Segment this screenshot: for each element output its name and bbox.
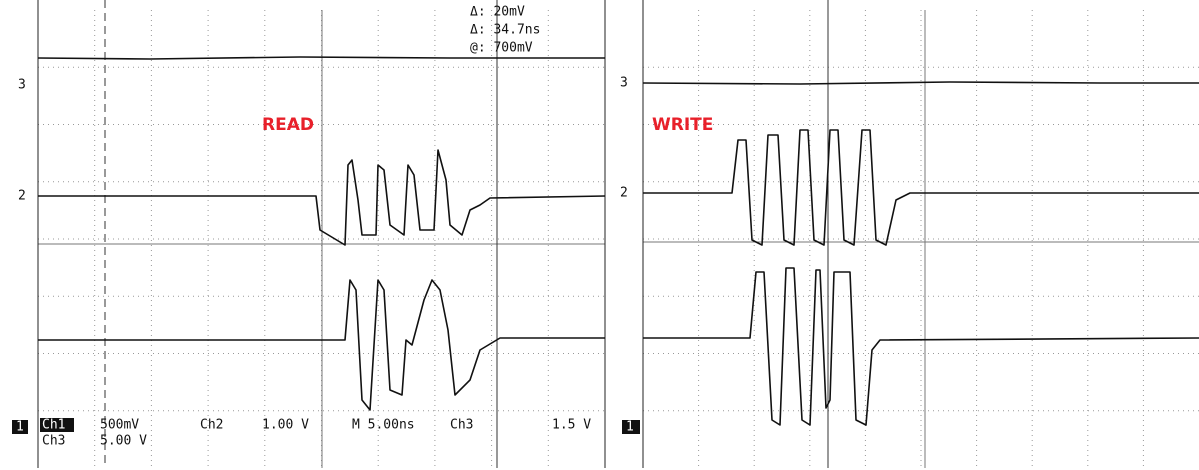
channel-marker: 1 [626, 420, 634, 435]
waveform-ch3 [643, 82, 1199, 84]
status-text: Ch3 [450, 418, 473, 433]
screenshot: Δ: 20mV Δ: 34.7ns @: 700mV READ 3 2 1 Ch… [0, 0, 1199, 470]
status-text: M 5.00ns [352, 418, 415, 433]
cursor-readout: Δ: 34.7ns [470, 23, 540, 38]
mode-label: READ [262, 115, 314, 135]
cursor-readout: @: 700mV [470, 41, 533, 56]
cursor-readout: Δ: 20mV [470, 5, 525, 20]
waveform-ch1 [643, 268, 1199, 425]
status-text: Ch3 [42, 434, 65, 449]
status-text: 5.00 V [100, 434, 147, 449]
channel-marker: 2 [18, 189, 26, 204]
mode-label: WRITE [652, 115, 713, 135]
channel-marker: 3 [620, 76, 628, 91]
status-text: Ch1 [42, 418, 65, 433]
status-text: 1.00 V [262, 418, 309, 433]
status-text: Ch2 [200, 418, 223, 433]
channel-marker: 1 [16, 420, 24, 435]
waveform-ch2 [643, 130, 1199, 245]
scope-grids [38, 10, 1199, 468]
status-text: 1.5 V [552, 418, 591, 433]
status-text: 500mV [100, 418, 139, 433]
channel-marker: 3 [18, 78, 26, 93]
channel-marker: 2 [620, 186, 628, 201]
